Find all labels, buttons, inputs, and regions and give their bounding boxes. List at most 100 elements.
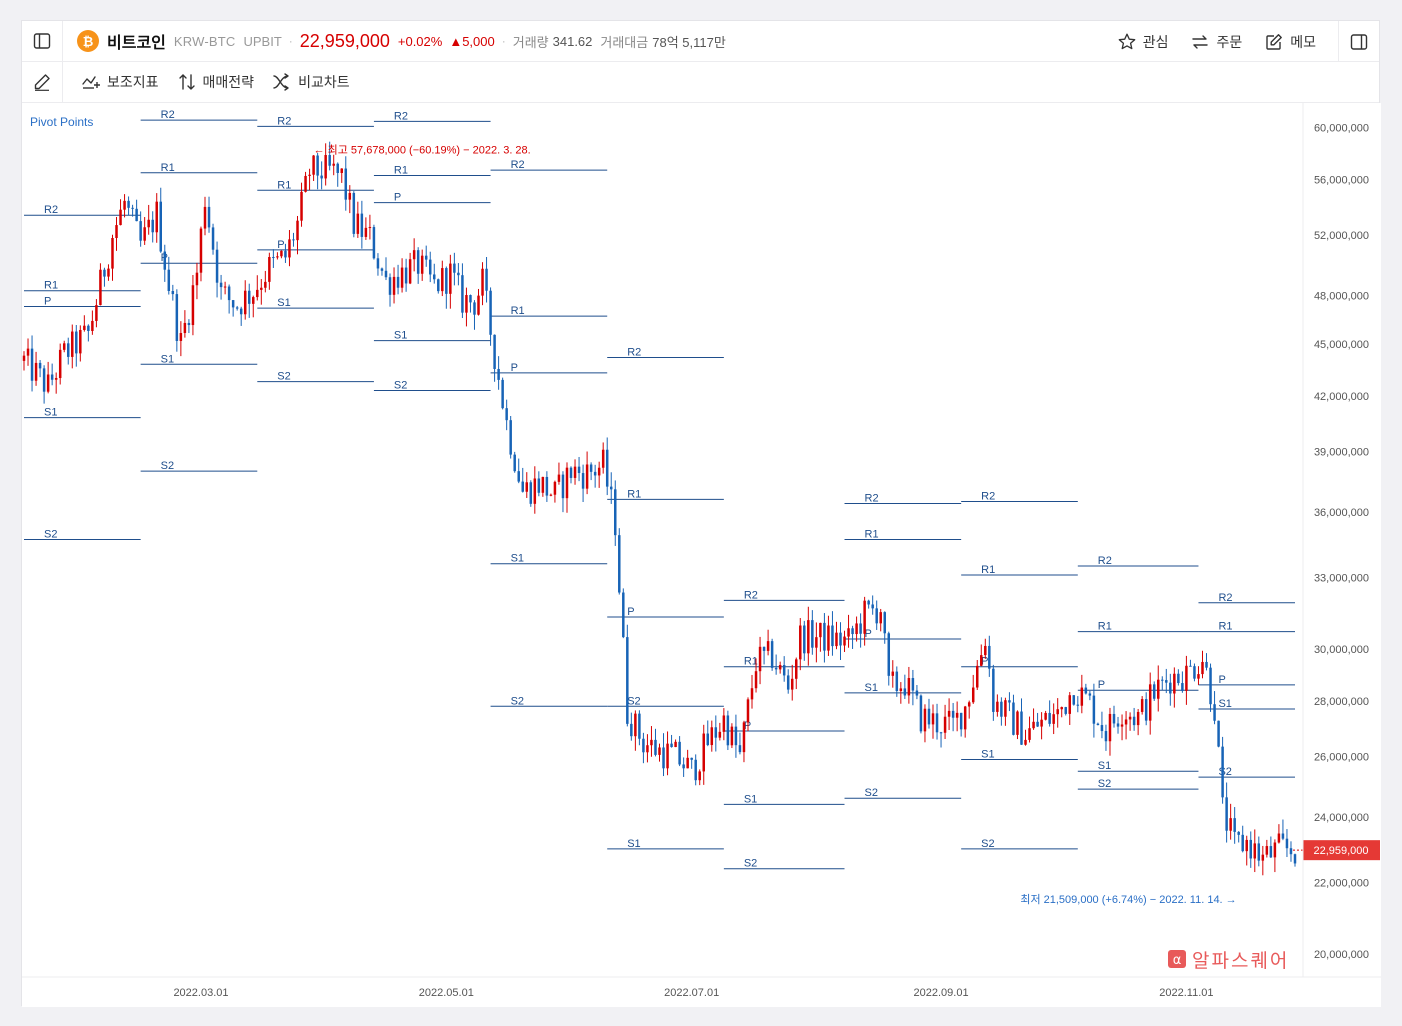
memo-button[interactable]: 메모 (1264, 32, 1316, 52)
candle-body (340, 168, 343, 173)
candle-body (811, 620, 814, 648)
y-tick-label: 56,000,000 (1314, 174, 1369, 186)
candle-body (71, 331, 74, 357)
candle-body (1201, 661, 1204, 675)
candle-body (312, 155, 315, 175)
candle-body (1233, 818, 1236, 832)
candle-body (501, 379, 504, 409)
watch-button[interactable]: 관심 (1117, 32, 1168, 52)
candle-body (123, 200, 126, 210)
candle-body (473, 302, 476, 315)
pivot-label-r1: R1 (161, 162, 175, 174)
pivot-label-p: P (1098, 679, 1105, 691)
candle-body (143, 227, 146, 241)
candle-body (400, 267, 404, 288)
strategy-button[interactable]: 매매전략 (177, 72, 254, 92)
change-amount: ▲5,000 (449, 33, 495, 49)
trade-amount-label: 거래대금 (600, 34, 649, 50)
drawing-tool-button[interactable] (22, 62, 62, 102)
pivot-label-s1: S1 (277, 297, 290, 309)
sidebar-toggle-button[interactable] (22, 21, 62, 61)
candle-body (996, 701, 999, 712)
candle-body (296, 220, 299, 241)
candle-body (1104, 731, 1108, 742)
candle-body (553, 481, 557, 495)
candle-body (726, 715, 730, 746)
separator-dot: · (288, 34, 293, 48)
candle-body (1056, 709, 1059, 715)
candle-body (984, 645, 987, 656)
candle-body (79, 329, 82, 354)
candle-body (585, 464, 589, 489)
order-button[interactable]: 주문 (1190, 32, 1242, 52)
pivot-label-s2: S2 (44, 528, 57, 540)
pivot-label-p: P (277, 239, 284, 251)
candle-body (1273, 842, 1277, 858)
candle-body (851, 628, 854, 635)
candle-body (207, 206, 211, 228)
x-tick-label: 2022.07.01 (664, 987, 719, 999)
pivot-label-s2: S2 (981, 838, 994, 850)
price-chart[interactable]: R2 R1 P S1 S2 R2 R1 P S1 S2 R2 R1 P S1 S2 R2 R1 P S1 S2 R2 R1… (22, 103, 1381, 1007)
candle-body (835, 632, 838, 647)
candle-body (408, 259, 412, 284)
candle-body (211, 227, 215, 250)
candle-body (167, 269, 171, 292)
candle-body (87, 325, 90, 331)
indicator-label: 보조지표 (107, 74, 159, 90)
candle-body (66, 343, 70, 357)
candle-body (223, 286, 227, 288)
pivot-label-p: P (1218, 674, 1225, 686)
candle-body (843, 636, 846, 646)
candle-body (215, 249, 219, 283)
volume-value: 341.62 (552, 33, 593, 49)
pivot-layer: R2 R1 P S1 S2 R2 R1 P S1 S2 R2 R1 P S1 S2 R2 R1 P S1 S2 R2 R1… (24, 109, 1295, 870)
candle-body (416, 250, 420, 274)
pivot-label-r2: R2 (511, 159, 525, 171)
pivot-label-s2: S2 (627, 695, 640, 707)
indicator-button[interactable]: 보조지표 (81, 72, 159, 92)
divider (62, 61, 63, 103)
memo-icon (1266, 33, 1283, 50)
current-price: 22,959,000 (299, 30, 390, 51)
candle-body (1136, 711, 1140, 726)
candle-body (412, 250, 416, 260)
candle-body (915, 690, 919, 696)
x-axis: 2022.03.01 2022.05.01 2022.07.01 2022.09.01… (173, 987, 1213, 999)
candle-body (187, 322, 191, 326)
candle-body (935, 713, 939, 733)
candle-body (1040, 719, 1043, 727)
high-annotation: ← 최고 57,678,000 (−60.19%) − 2022. 3. 28. (314, 143, 531, 156)
candle-body (469, 295, 472, 303)
candle-body (517, 471, 520, 482)
candle-body (441, 268, 444, 292)
candle-body (1080, 687, 1084, 706)
candle-body (1128, 716, 1132, 720)
strategy-icon (178, 74, 195, 90)
candle-body (34, 362, 38, 381)
candle-body (1020, 711, 1023, 745)
candle-body (746, 699, 750, 723)
candle-body (682, 764, 685, 769)
pivot-label-r1: R1 (1218, 621, 1232, 633)
panel-toggle-button[interactable] (1339, 22, 1379, 62)
candle-body (855, 623, 858, 635)
candle-body (899, 688, 903, 692)
candle-body (1088, 693, 1092, 696)
sidebar-toggle-icon (33, 33, 51, 49)
candle-body (943, 716, 947, 733)
candle-body (875, 608, 878, 624)
pivot-label-r2: R2 (981, 490, 995, 502)
pivot-label-s1: S1 (627, 838, 640, 850)
compare-chart-button[interactable]: 비교차트 (272, 72, 350, 92)
candle-body (203, 206, 207, 229)
candle-body (513, 454, 516, 472)
coin-name[interactable]: 비트코인 (107, 35, 166, 52)
candle-body (50, 374, 54, 380)
x-tick-label: 2022.03.01 (173, 987, 228, 999)
indicator-label[interactable]: Pivot Points (30, 115, 93, 129)
candle-body (151, 219, 154, 233)
order-label: 주문 (1216, 33, 1243, 50)
candle-body (545, 476, 549, 496)
candle-body (569, 467, 573, 478)
